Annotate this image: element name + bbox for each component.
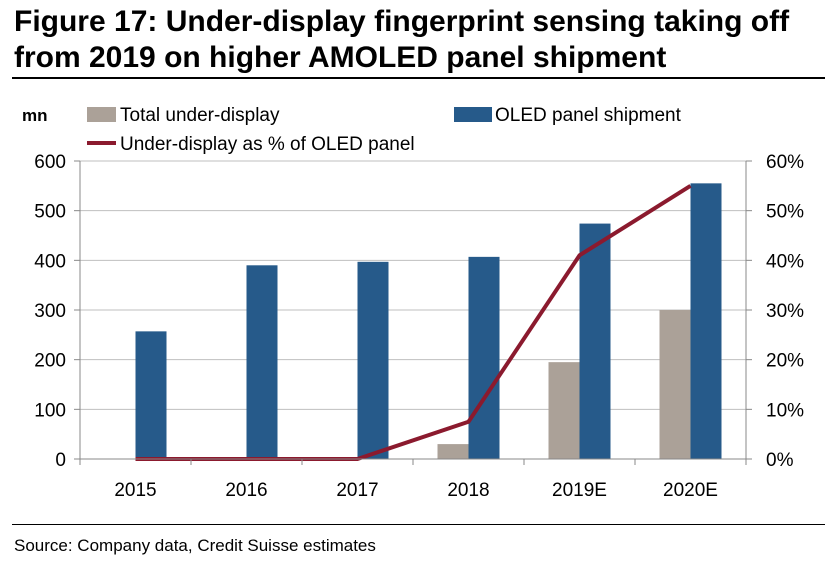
left-axis-tick-label: 200: [34, 351, 66, 372]
bar-oled-panel-shipment: [358, 262, 389, 459]
left-axis-tick-label: 0: [55, 450, 66, 471]
bar-oled-panel-shipment: [580, 224, 611, 459]
bar-total-under-display: [549, 362, 580, 459]
right-axis-tick-label: 10%: [766, 400, 804, 421]
x-axis-tick-label: 2018: [447, 480, 489, 501]
x-axis-tick-label: 2019E: [552, 480, 607, 501]
right-axis-tick-label: 60%: [766, 152, 804, 173]
gridlines: [80, 161, 746, 409]
bar-oled-panel-shipment: [247, 265, 278, 459]
source-divider: [12, 524, 825, 525]
bar-oled-panel-shipment: [469, 257, 500, 459]
right-axis-tick-label: 30%: [766, 301, 804, 322]
legend-swatch-oled-panel-shipment: [454, 107, 492, 122]
x-axis-tick-label: 2020E: [663, 480, 718, 501]
bar-total-under-display: [438, 444, 469, 459]
chart: mn Total under-display OLED panel shipme…: [0, 0, 835, 520]
right-axis-tick-label: 40%: [766, 251, 804, 272]
bar-oled-panel-shipment: [691, 183, 722, 459]
bars: [136, 183, 722, 459]
left-axis-tick-label: 400: [34, 251, 66, 272]
right-axis-tick-label: 0%: [766, 450, 794, 471]
bar-total-under-display: [660, 310, 691, 459]
source-note: Source: Company data, Credit Suisse esti…: [14, 536, 376, 556]
left-axis-tick-label: 600: [34, 152, 66, 173]
right-axis-tick-label: 20%: [766, 351, 804, 372]
left-axis-unit-label: mn: [22, 106, 48, 125]
bar-oled-panel-shipment: [136, 331, 167, 459]
x-axis-tick-label: 2017: [336, 480, 378, 501]
left-axis-tick-label: 300: [34, 301, 66, 322]
legend-swatch-total-under-display: [87, 107, 116, 122]
right-axis-tick-label: 50%: [766, 202, 804, 223]
x-axis-tick-label: 2016: [225, 480, 267, 501]
legend-label-total-under-display: Total under-display: [120, 105, 280, 126]
legend-label-oled-panel-shipment: OLED panel shipment: [495, 105, 682, 126]
left-axis-tick-label: 500: [34, 202, 66, 223]
legend: mn Total under-display OLED panel shipme…: [22, 105, 682, 155]
legend-label-under-display-pct: Under-display as % of OLED panel: [120, 134, 415, 155]
x-axis-tick-label: 2015: [114, 480, 156, 501]
left-axis-tick-label: 100: [34, 400, 66, 421]
